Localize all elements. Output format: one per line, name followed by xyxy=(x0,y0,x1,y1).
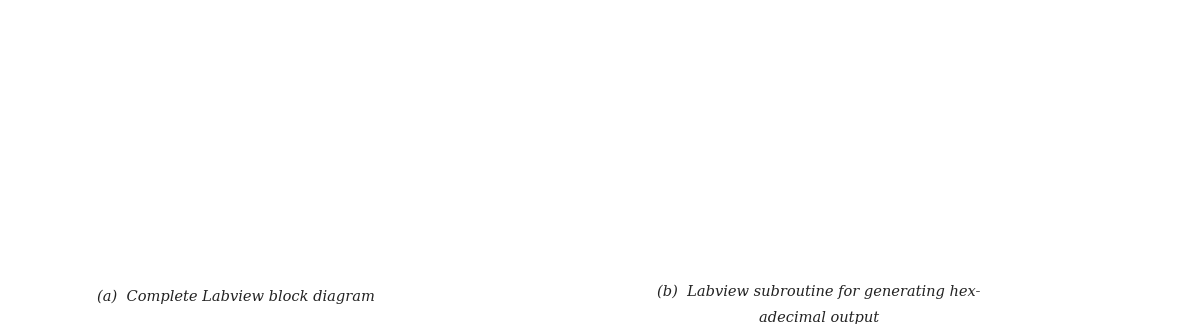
Text: (b)  Labview subroutine for generating hex-: (b) Labview subroutine for generating he… xyxy=(657,284,981,299)
Text: adecimal output: adecimal output xyxy=(759,310,879,324)
Text: (a)  Complete Labview block diagram: (a) Complete Labview block diagram xyxy=(97,289,376,304)
